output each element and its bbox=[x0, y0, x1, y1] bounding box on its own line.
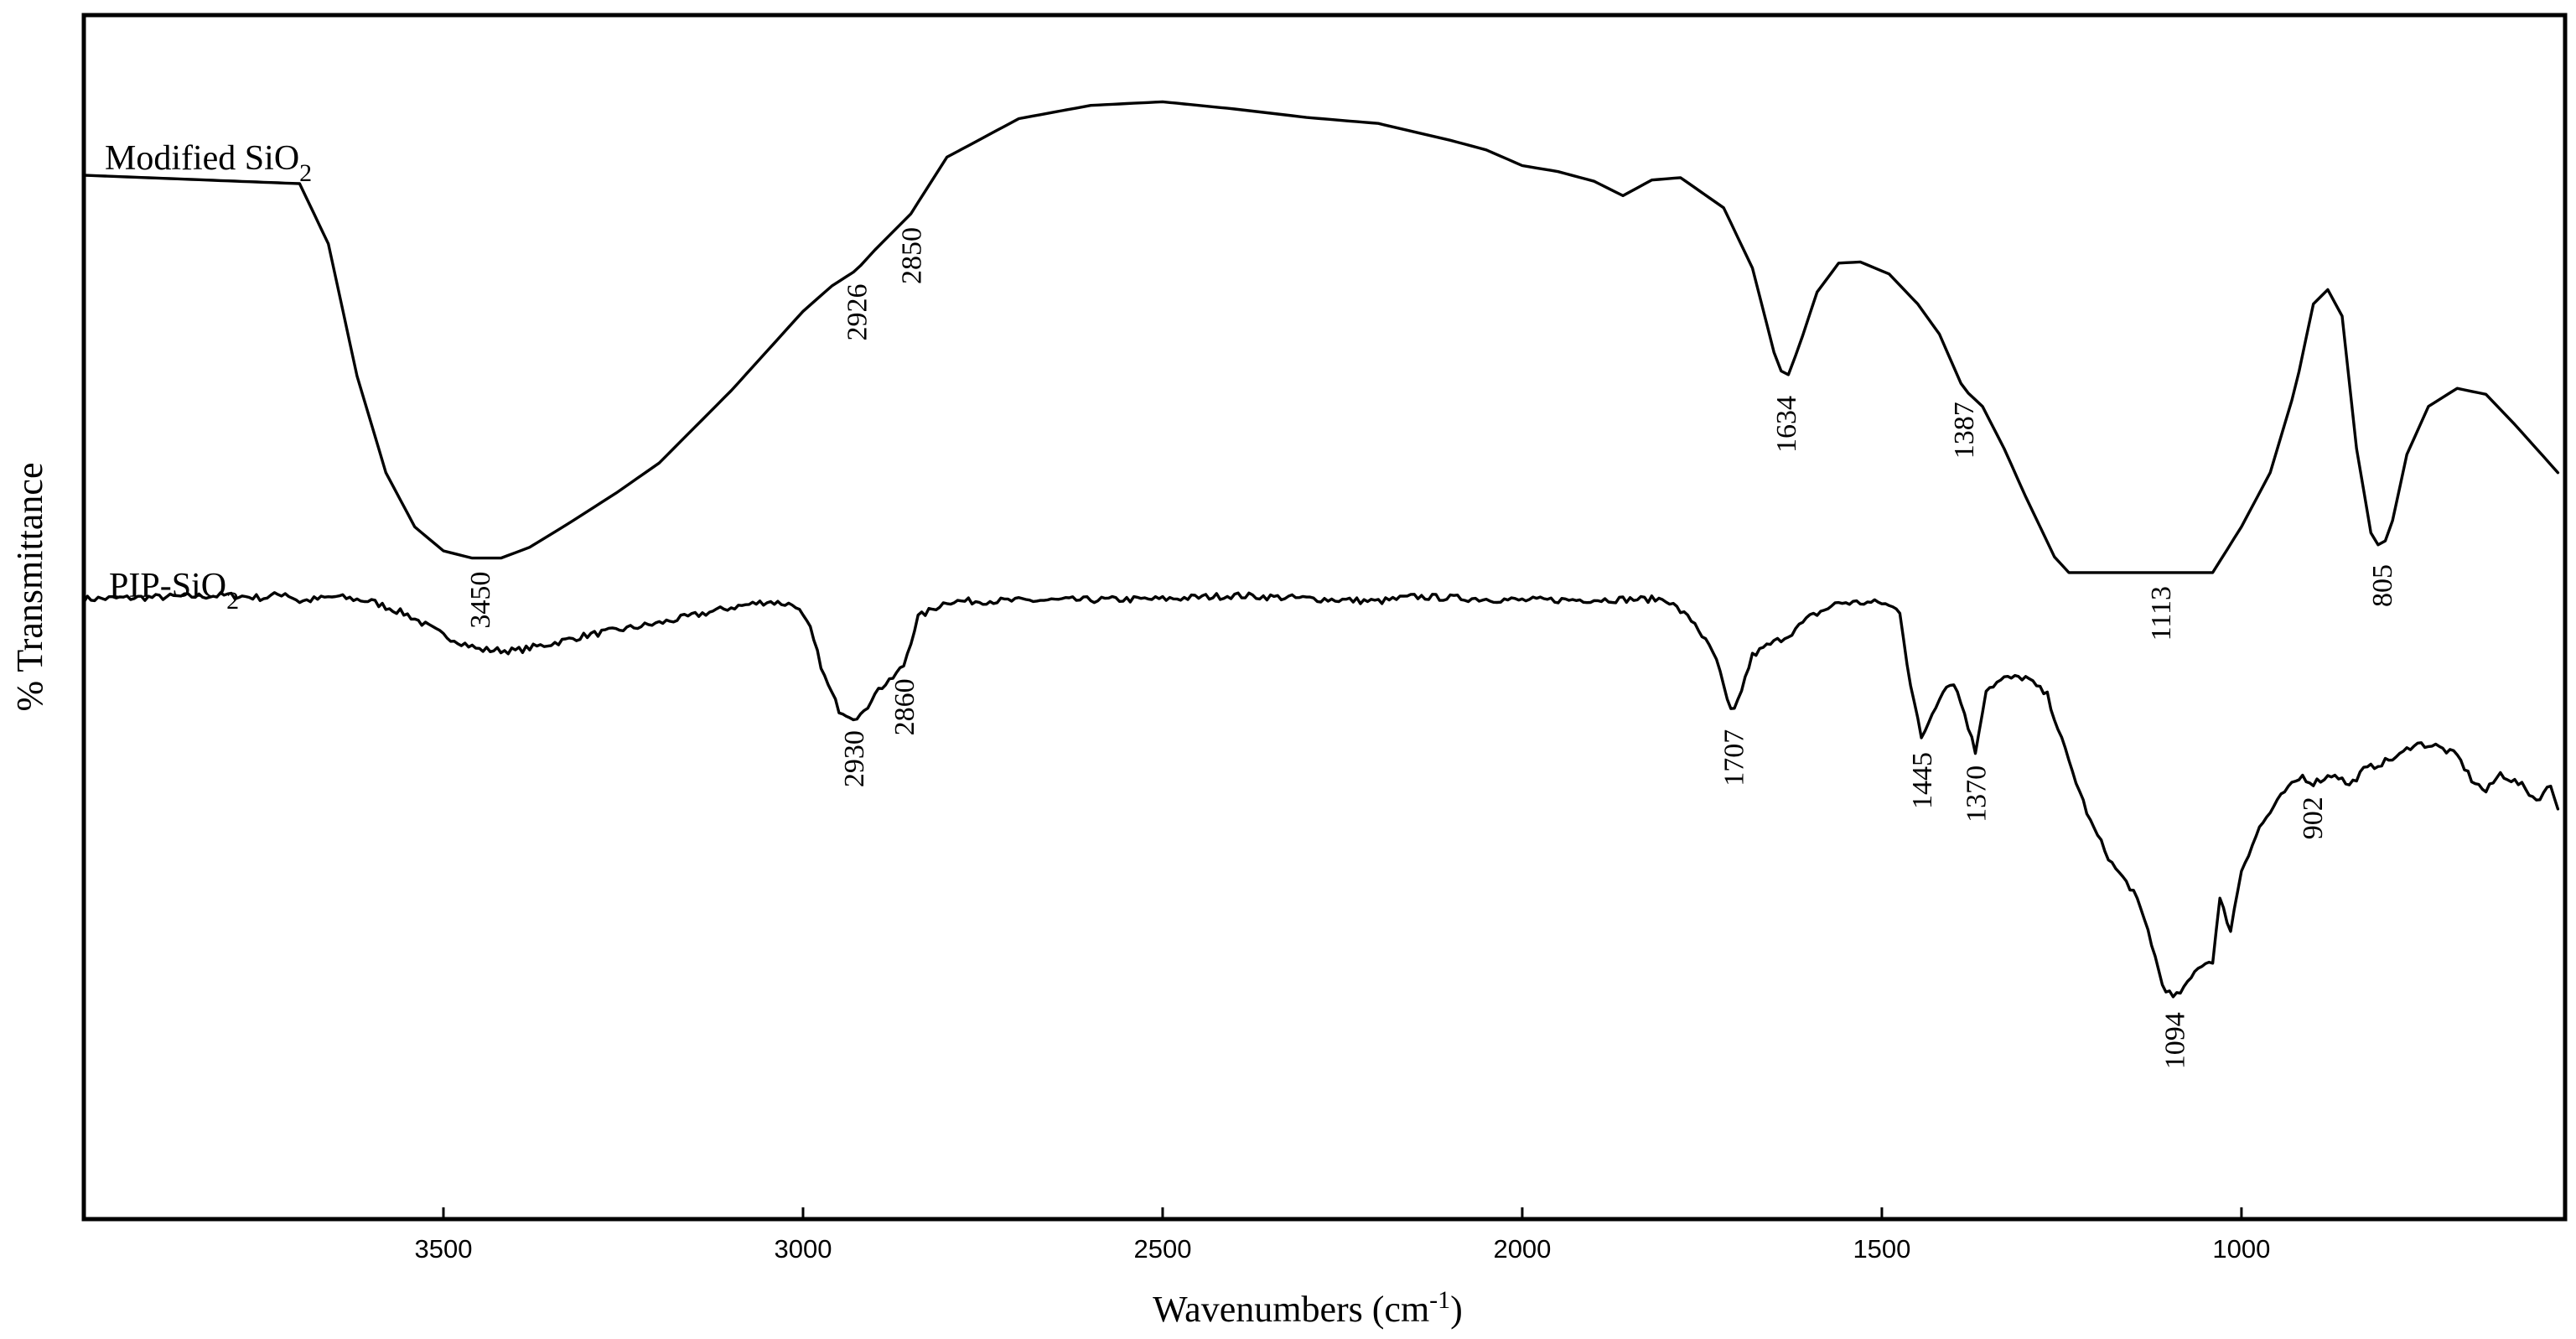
peak-label-2930: 2930 bbox=[839, 730, 870, 787]
x-tick-label-3500: 3500 bbox=[415, 1234, 473, 1264]
x-tick-label-3000: 3000 bbox=[774, 1234, 832, 1264]
series-label-modified-sio2: Modified SiO2 bbox=[105, 139, 312, 187]
x-axis-title: Wavenumbers (cm-1) bbox=[1153, 1286, 1463, 1330]
x-tick-label-1000: 1000 bbox=[2212, 1234, 2270, 1264]
peak-label-1445: 1445 bbox=[1907, 752, 1938, 809]
peak-label-1370: 1370 bbox=[1962, 766, 1993, 823]
series-label-pip-sio2: PIP-SiO2 bbox=[109, 567, 239, 615]
x-axis-ticks: 3500 3000 2500 2000 1500 1000 bbox=[415, 1207, 2270, 1264]
peak-label-2926: 2926 bbox=[842, 283, 873, 340]
x-tick-label-2500: 2500 bbox=[1133, 1234, 1191, 1264]
peak-label-2860: 2860 bbox=[889, 678, 920, 735]
peak-label-805: 805 bbox=[2367, 564, 2398, 607]
peak-label-902: 902 bbox=[2298, 797, 2329, 839]
peak-label-1113: 1113 bbox=[2146, 586, 2177, 641]
peak-labels: 3450 2926 2850 1634 1387 1113 805 2930 2860 1707 1… bbox=[465, 227, 2398, 1069]
y-axis-title: % Transmittance bbox=[9, 463, 50, 712]
x-tick-label-2000: 2000 bbox=[1493, 1234, 1551, 1264]
series-lines bbox=[82, 100, 2560, 999]
series-line-pip-sio2 bbox=[82, 591, 2560, 999]
plot-frame bbox=[81, 13, 2568, 1222]
peak-label-2850: 2850 bbox=[897, 227, 928, 284]
peak-label-3450: 3450 bbox=[465, 572, 496, 629]
peak-label-1634: 1634 bbox=[1771, 396, 1802, 453]
peak-label-1387: 1387 bbox=[1949, 402, 1980, 459]
x-tick-label-1500: 1500 bbox=[1853, 1234, 1910, 1264]
series-line-modified-sio2 bbox=[82, 100, 2560, 574]
peak-label-1707: 1707 bbox=[1718, 729, 1749, 786]
peak-label-1094: 1094 bbox=[2159, 1012, 2190, 1069]
